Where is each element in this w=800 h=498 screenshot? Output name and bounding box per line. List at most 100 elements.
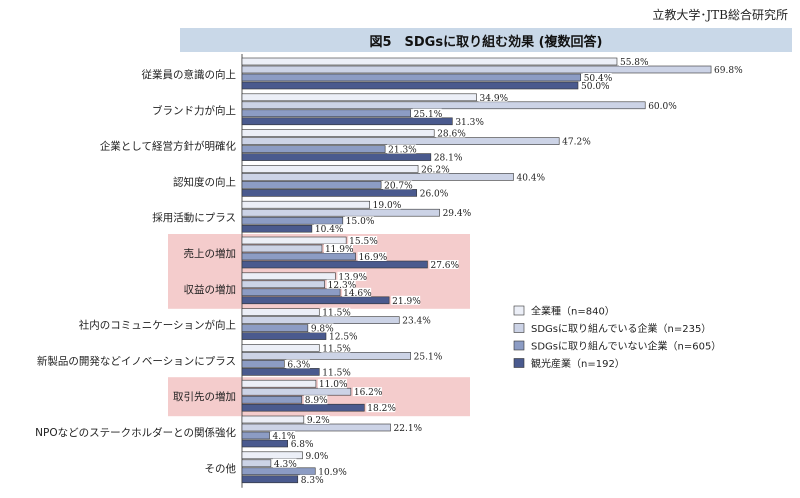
- value-label: 15.0%: [346, 217, 375, 227]
- value-label-bg: [299, 474, 324, 484]
- bar: [241, 73, 581, 82]
- value-label-bg: [432, 152, 462, 162]
- value-label: 13.9%: [338, 273, 367, 283]
- bar: [241, 236, 347, 245]
- value-label: 6.8%: [291, 440, 314, 450]
- value-label: 16.9%: [359, 253, 388, 263]
- value-label-bg: [618, 57, 648, 66]
- bar: [241, 415, 305, 424]
- value-label-bg: [344, 216, 374, 226]
- value-label: 34.9%: [480, 94, 509, 104]
- category-label: 収益の増加: [184, 283, 237, 296]
- bar: [241, 324, 309, 332]
- bar: [241, 117, 453, 126]
- value-label: 25.1%: [414, 352, 443, 362]
- value-label-bg: [371, 200, 401, 210]
- value-label: 4.1%: [273, 432, 296, 442]
- bar: [241, 316, 400, 324]
- value-label: 16.2%: [354, 388, 383, 398]
- bar: [241, 475, 299, 484]
- value-label: 8.3%: [301, 476, 324, 486]
- bar: [241, 252, 356, 261]
- bar: [241, 93, 477, 102]
- value-label-bg: [387, 144, 417, 154]
- value-label: 60.0%: [648, 102, 677, 112]
- value-label: 28.1%: [434, 154, 463, 164]
- bar: [241, 81, 579, 90]
- bar: [241, 137, 560, 145]
- value-label-bg: [420, 164, 450, 174]
- value-label-bg: [401, 315, 431, 325]
- source-credit: 立教大学･JTB総合研究所: [652, 8, 788, 22]
- value-label: 47.2%: [562, 138, 591, 148]
- category-label: 社内のコミュニケーションが向上: [79, 319, 236, 332]
- value-label: 40.4%: [516, 173, 545, 183]
- category-label: 取引先の増加: [173, 390, 236, 403]
- value-label-bg: [321, 307, 351, 317]
- value-label: 21.3%: [388, 146, 417, 156]
- bar: [241, 439, 288, 448]
- legend-swatch: [513, 305, 525, 316]
- value-label-bg: [348, 236, 378, 245]
- value-label-bg: [304, 450, 329, 460]
- value-label: 26.2%: [421, 165, 450, 175]
- value-label: 22.1%: [394, 424, 423, 434]
- value-label: 10.9%: [318, 468, 347, 478]
- value-label-bg: [436, 128, 466, 138]
- value-label-bg: [271, 431, 296, 440]
- value-label-bg: [337, 271, 367, 281]
- value-label: 50.4%: [584, 74, 613, 84]
- category-label: 新製品の開発などイノベーションにプラス: [37, 354, 236, 367]
- value-label: 11.5%: [322, 344, 351, 354]
- value-label-bg: [429, 260, 459, 269]
- value-label: 12.5%: [329, 333, 358, 343]
- value-label: 19.0%: [373, 201, 402, 211]
- value-label-bg: [412, 108, 442, 118]
- value-label: 15.5%: [349, 237, 378, 247]
- bar: [241, 368, 320, 376]
- value-label: 9.8%: [311, 325, 334, 335]
- bar: [241, 272, 336, 281]
- category-label: 採用活動にプラス: [152, 211, 236, 224]
- value-label: 11.9%: [325, 245, 354, 255]
- value-label-bg: [383, 180, 413, 190]
- bar: [241, 200, 370, 209]
- bar: [241, 57, 618, 66]
- value-label: 55.8%: [620, 58, 649, 68]
- value-label: 8.9%: [305, 396, 328, 406]
- value-label: 50.0%: [581, 82, 610, 92]
- bar: [241, 395, 303, 404]
- chart-title: 図5 SDGsに取り組む効果 (複数回答): [369, 34, 603, 50]
- value-label-bg: [303, 395, 328, 405]
- bar: [241, 260, 428, 269]
- legend-label: 全業種（n=840）: [531, 305, 615, 318]
- value-label-bg: [561, 136, 591, 146]
- value-label-bg: [326, 279, 356, 289]
- bar: [241, 296, 390, 305]
- value-label-bg: [317, 466, 347, 476]
- legend-label: SDGsに取り組んでいる企業（n=235）: [531, 322, 711, 335]
- value-label-bg: [323, 244, 353, 253]
- value-label-bg: [286, 359, 310, 369]
- legend-swatch: [513, 323, 525, 333]
- value-label-bg: [412, 351, 442, 361]
- value-label-bg: [357, 252, 387, 261]
- value-label: 20.7%: [384, 181, 413, 191]
- bar: [241, 379, 317, 388]
- bar: [241, 344, 320, 352]
- bar: [241, 288, 341, 297]
- bar: [241, 216, 344, 225]
- value-label-bg: [352, 387, 382, 397]
- bar: [241, 244, 323, 253]
- value-label: 21.9%: [392, 297, 421, 307]
- bar: [241, 280, 325, 289]
- value-label-bg: [317, 379, 347, 389]
- value-label-bg: [647, 100, 677, 110]
- value-label: 9.0%: [305, 452, 328, 462]
- value-label-bg: [313, 224, 343, 234]
- bar: [241, 153, 432, 161]
- bar: [241, 451, 303, 460]
- legend-swatch: [513, 358, 525, 368]
- bar: [241, 145, 386, 153]
- value-label-bg: [309, 323, 334, 333]
